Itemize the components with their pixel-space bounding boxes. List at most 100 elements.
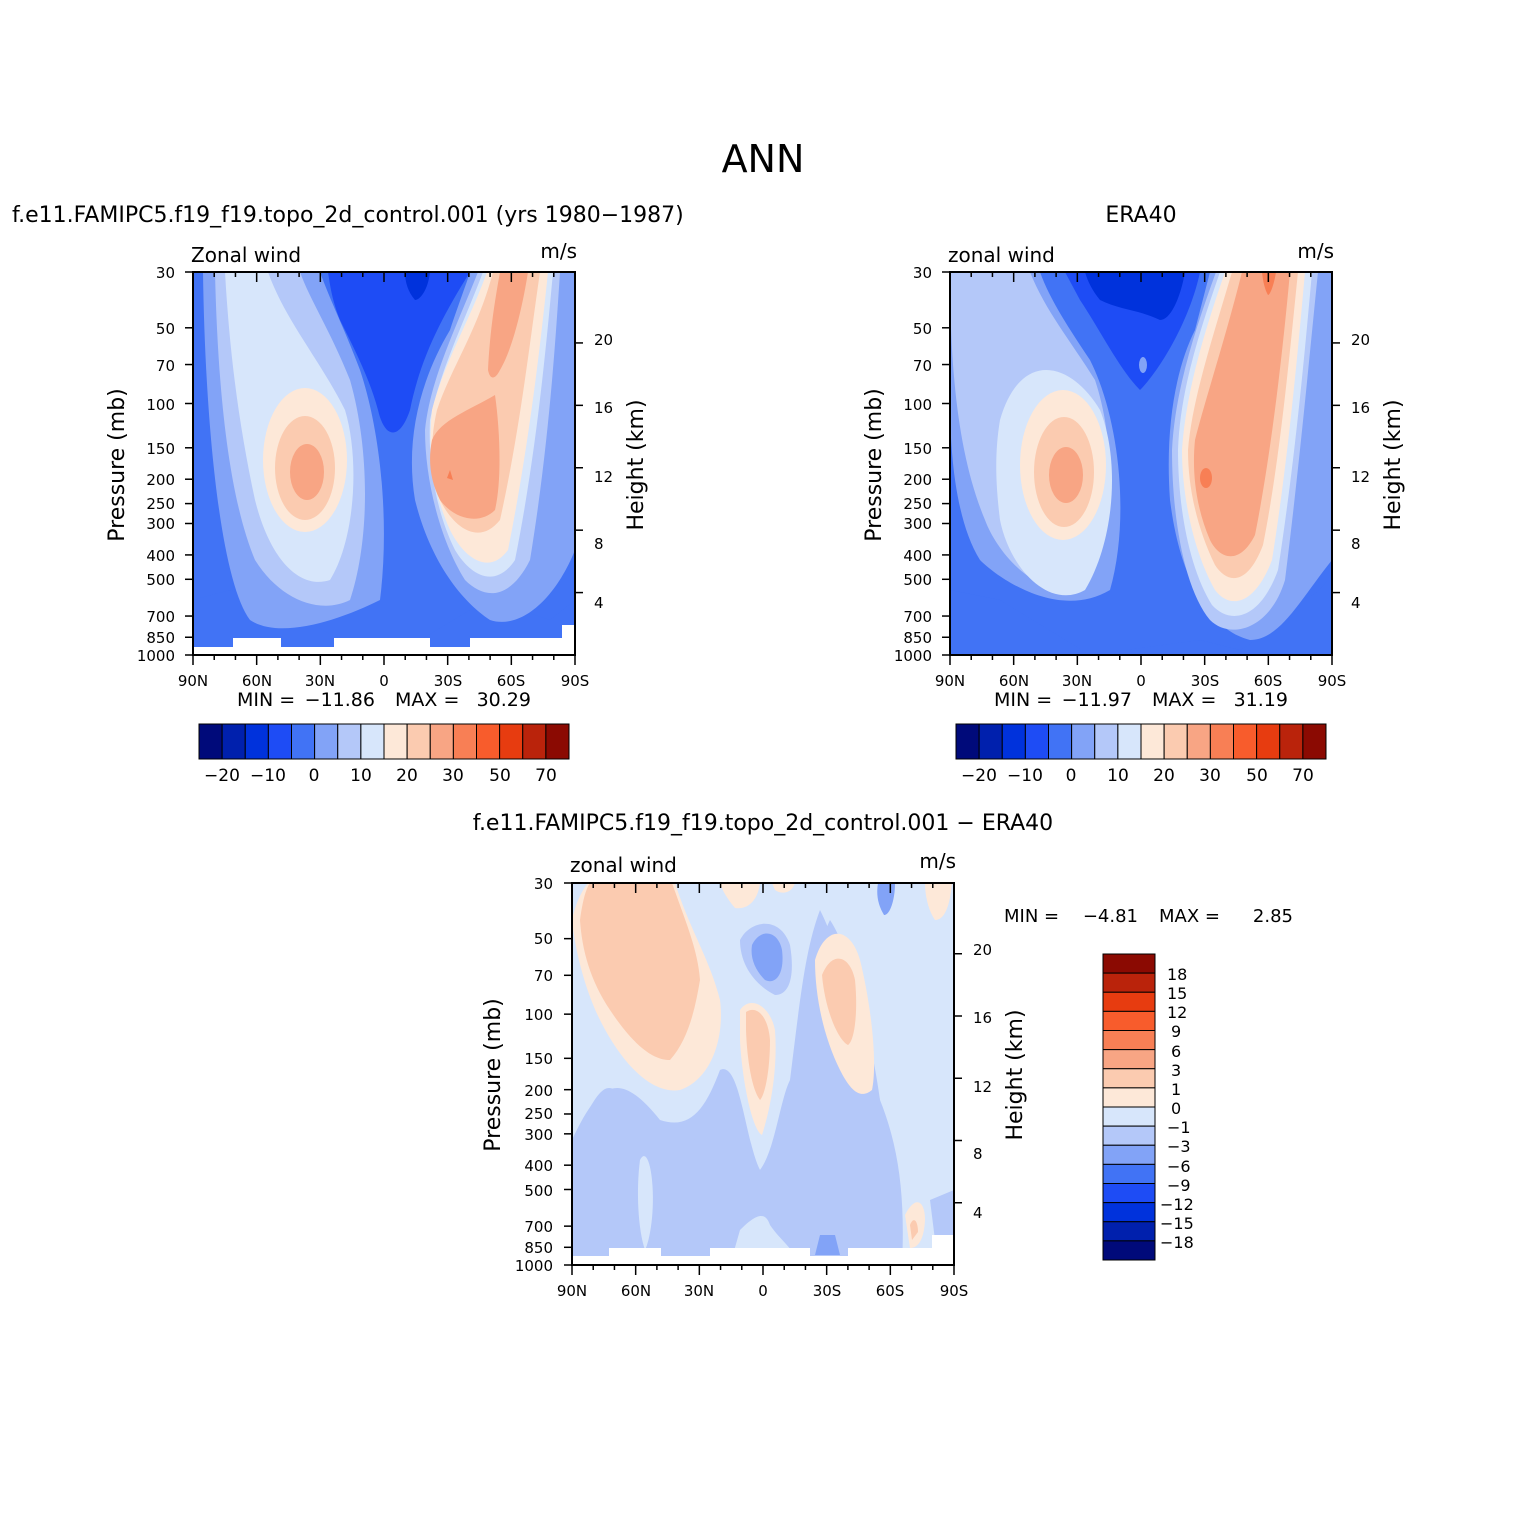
panel-diff-contours (572, 883, 954, 1265)
panel-model-colorbar (198, 723, 570, 760)
colorbar-swatch (1102, 1068, 1156, 1089)
panel-obs-x-ticks: 90N 60N 30N 0 30S 60S 90S (935, 672, 1346, 690)
height-tick-label: 8 (594, 535, 604, 553)
colorbar-swatch (383, 723, 408, 760)
x-tick-label: 30N (684, 1282, 714, 1300)
panel-obs-min-label: MIN = (994, 689, 1052, 711)
colorbar-swatch (522, 723, 547, 760)
colorbar-swatch (360, 723, 385, 760)
panel-obs-left-string: zonal wind (948, 243, 1055, 267)
colorbar-swatch (1209, 723, 1234, 760)
x-tick-label: 0 (758, 1282, 768, 1300)
colorbar-swatch (476, 723, 501, 760)
colorbar-swatch (1302, 723, 1327, 760)
x-tick-label: 90N (935, 672, 965, 690)
colorbar-label: −1 (1167, 1118, 1191, 1137)
colorbar-label: 6 (1171, 1042, 1181, 1061)
y-tick-label: 300 (146, 515, 175, 533)
y-tick-label: 70 (534, 967, 553, 985)
panel-obs: ERA40 zonal wind m/s 90N 6 (862, 203, 1406, 786)
panel-model-ylabel-right: Height (km) (624, 399, 649, 530)
panel-model-y-right-ticks: 20 16 12 8 4 (594, 331, 613, 612)
y-tick-label: 50 (156, 320, 175, 338)
colorbar-label: 15 (1167, 984, 1187, 1003)
x-tick-label: 0 (1136, 672, 1146, 690)
panel-obs-colorbar-labels: −20 −10 0 10 20 30 50 70 (961, 766, 1314, 786)
colorbar-swatch (1256, 723, 1281, 760)
x-tick-label: 60S (876, 1282, 905, 1300)
panel-model-y-ticks: 30 50 70 100 150 200 250 300 400 500 700… (137, 264, 175, 665)
y-tick-label: 70 (913, 357, 932, 375)
panel-obs-max-label: MAX = (1152, 689, 1216, 711)
colorbar-swatch (978, 723, 1003, 760)
y-tick-label: 250 (146, 495, 175, 513)
panel-model-min-label: MIN = (237, 689, 295, 711)
colorbar-label: 70 (1292, 766, 1314, 786)
colorbar-swatch (291, 723, 316, 760)
y-tick-label: 150 (903, 440, 932, 458)
height-tick-label: 4 (594, 594, 604, 612)
panel-obs-y-right-ticks: 20 16 12 8 4 (1351, 331, 1370, 612)
x-tick-label: 90N (557, 1282, 587, 1300)
colorbar-label: −10 (250, 766, 286, 786)
panel-diff-y-right-ticks: 20 16 12 8 4 (973, 941, 992, 1222)
colorbar-swatch (1102, 1240, 1156, 1261)
colorbar-label: 50 (1246, 766, 1268, 786)
height-tick-label: 16 (594, 399, 613, 417)
x-tick-label: 90S (561, 672, 590, 690)
panel-model-max-label: MAX = (395, 689, 459, 711)
y-tick-label: 400 (903, 547, 932, 565)
panel-model-units: m/s (540, 239, 577, 263)
colorbar-swatch (244, 723, 269, 760)
colorbar-swatch (545, 723, 570, 760)
x-tick-label: 30S (813, 1282, 842, 1300)
y-tick-label: 70 (156, 357, 175, 375)
colorbar-swatch (1102, 953, 1156, 974)
y-tick-label: 500 (524, 1182, 553, 1200)
x-tick-label: 90N (178, 672, 208, 690)
panel-model-colorbar-labels: −20 −10 0 10 20 30 50 70 (204, 766, 557, 786)
colorbar-swatch (1102, 1202, 1156, 1223)
colorbar-swatch (1071, 723, 1096, 760)
colorbar-label: 18 (1167, 965, 1187, 984)
x-tick-label: 30N (1062, 672, 1092, 690)
panel-model: f.e11.FAMIPC5.f19_f19.topo_2d_control.00… (12, 203, 684, 786)
colorbar-swatch (1102, 1221, 1156, 1242)
colorbar-swatch (1024, 723, 1049, 760)
x-tick-label: 90S (940, 1282, 969, 1300)
height-tick-label: 4 (973, 1204, 983, 1222)
y-tick-label: 500 (903, 571, 932, 589)
colorbar-swatch (429, 723, 454, 760)
y-tick-label: 100 (146, 396, 175, 414)
colorbar-swatch (267, 723, 292, 760)
panel-obs-ylabel: Pressure (mb) (862, 388, 887, 542)
panel-diff-y-ticks: 30 50 70 100 150 200 250 300 400 500 700… (515, 875, 553, 1275)
panel-model-x-ticks: 90N 60N 30N 0 30S 60S 90S (178, 672, 589, 690)
colorbar-label: −10 (1007, 766, 1043, 786)
colorbar-label: −9 (1167, 1176, 1191, 1195)
y-tick-label: 850 (524, 1239, 553, 1257)
colorbar-label: 10 (350, 766, 372, 786)
colorbar-label: −18 (1160, 1233, 1194, 1252)
y-tick-label: 200 (524, 1082, 553, 1100)
height-tick-label: 20 (594, 331, 613, 349)
panel-obs-ylabel-right: Height (km) (1381, 399, 1406, 530)
x-tick-label: 30N (305, 672, 335, 690)
x-tick-label: 60S (1254, 672, 1283, 690)
colorbar-swatch (499, 723, 524, 760)
y-tick-label: 850 (146, 629, 175, 647)
panel-diff-tick-marks (564, 882, 962, 1275)
y-tick-label: 50 (534, 930, 553, 948)
colorbar-swatch (1102, 1030, 1156, 1051)
panel-diff-min-label: MIN = (1004, 906, 1059, 927)
colorbar-swatch (955, 723, 980, 760)
x-tick-label: 30S (1191, 672, 1220, 690)
colorbar-label: 30 (442, 766, 464, 786)
panel-model-max-value: 30.29 (477, 689, 531, 711)
height-tick-label: 20 (1351, 331, 1370, 349)
figure-title: ANN (722, 137, 805, 181)
height-tick-label: 20 (973, 941, 992, 959)
panel-diff: f.e11.FAMIPC5.f19_f19.topo_2d_control.00… (473, 811, 1293, 1300)
y-tick-label: 500 (146, 571, 175, 589)
panel-diff-colorbar (1102, 953, 1156, 1261)
